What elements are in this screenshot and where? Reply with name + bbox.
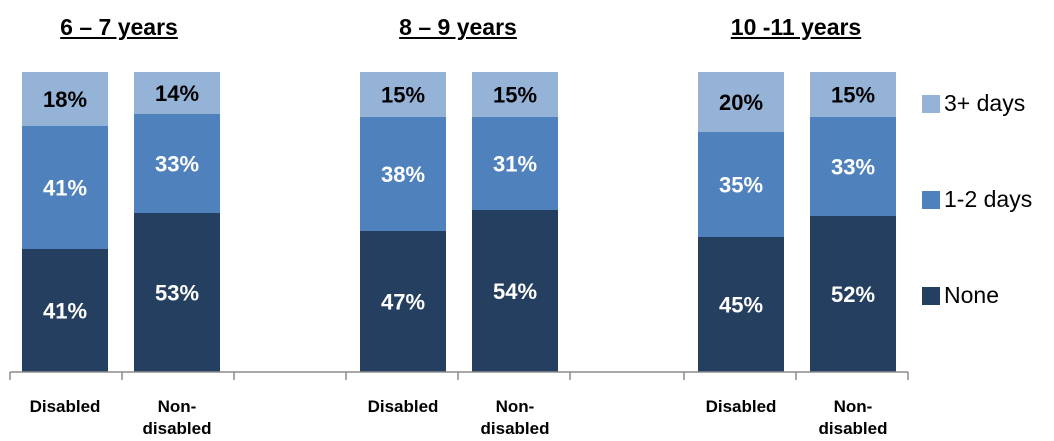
category-label-g0-c0: Disabled (30, 397, 101, 416)
bar-segment-g2-c0-s1 (698, 132, 784, 237)
category-label-g2-c1-line1: disabled (819, 419, 888, 438)
bar-segment-g0-c0-s1 (22, 126, 108, 249)
bar-segment-g2-c1-s1 (810, 117, 896, 216)
legend-item-1-2: 1-2 days (922, 186, 1032, 213)
legend-label-1-2: 1-2 days (944, 186, 1033, 212)
data-label-g0-c0-s2: 18% (43, 87, 87, 112)
data-label-g2-c1-s0: 52% (831, 282, 875, 307)
bar-segment-g1-c0-s0 (360, 231, 446, 372)
legend-item-3plus: 3+ days (922, 90, 1025, 117)
category-label-g2-c1: Non- (834, 397, 873, 416)
data-label-g2-c0-s0: 45% (719, 293, 763, 318)
legend-swatch-3plus (922, 94, 940, 113)
data-label-g2-c0-s1: 35% (719, 173, 763, 198)
bar-segment-g0-c1-s1 (134, 114, 220, 213)
data-label-g0-c1-s0: 53% (155, 281, 199, 306)
bar-segment-g2-c1-s2 (810, 72, 896, 117)
legend-label-3plus: 3+ days (944, 90, 1026, 116)
data-label-g2-c1-s2: 15% (831, 83, 875, 108)
category-label-g1-c0: Disabled (368, 397, 439, 416)
bar-segment-g2-c1-s0 (810, 216, 896, 372)
category-label-g0-c1: Non- (158, 397, 197, 416)
category-label-g1-c1-line1: disabled (481, 419, 550, 438)
data-label-g0-c0-s0: 41% (43, 299, 87, 324)
category-label-g1-c1: Non- (496, 397, 535, 416)
data-label-g1-c0-s0: 47% (381, 290, 425, 315)
group-title-8-9: 8 – 9 years (399, 14, 517, 40)
bar-segment-g0-c0-s0 (22, 249, 108, 372)
bar-segment-g1-c0-s1 (360, 117, 446, 231)
bar-segment-g1-c1-s2 (472, 72, 558, 117)
legend-label-none: None (944, 282, 999, 308)
legend-item-none: None (922, 282, 999, 309)
legend-swatch-none (922, 286, 940, 305)
category-label-g2-c0: Disabled (706, 397, 777, 416)
bar-segment-g2-c0-s0 (698, 237, 784, 372)
data-label-g1-c0-s1: 38% (381, 162, 425, 187)
data-label-g1-c1-s1: 31% (493, 152, 537, 177)
bar-segment-g1-c1-s0 (472, 210, 558, 372)
bar-segment-g1-c1-s1 (472, 117, 558, 210)
bar-segment-g2-c0-s2 (698, 72, 784, 132)
category-label-g0-c1-line1: disabled (143, 419, 212, 438)
bar-segment-g0-c0-s2 (22, 72, 108, 126)
data-label-g0-c0-s1: 41% (43, 176, 87, 201)
data-label-g2-c1-s1: 33% (831, 155, 875, 180)
data-label-g2-c0-s2: 20% (719, 90, 763, 115)
group-title-10-11: 10 -11 years (730, 14, 862, 40)
data-label-g1-c0-s2: 15% (381, 83, 425, 108)
group-title-6-7: 6 – 7 years (60, 14, 178, 40)
bar-segment-g0-c1-s2 (134, 72, 220, 114)
data-label-g0-c1-s2: 14% (155, 81, 199, 106)
bar-segment-g0-c1-s0 (134, 213, 220, 372)
data-label-g1-c1-s0: 54% (493, 279, 537, 304)
data-label-g1-c1-s2: 15% (493, 83, 537, 108)
data-label-g0-c1-s1: 33% (155, 152, 199, 177)
bar-segment-g1-c0-s2 (360, 72, 446, 117)
legend-swatch-1-2 (922, 190, 940, 209)
